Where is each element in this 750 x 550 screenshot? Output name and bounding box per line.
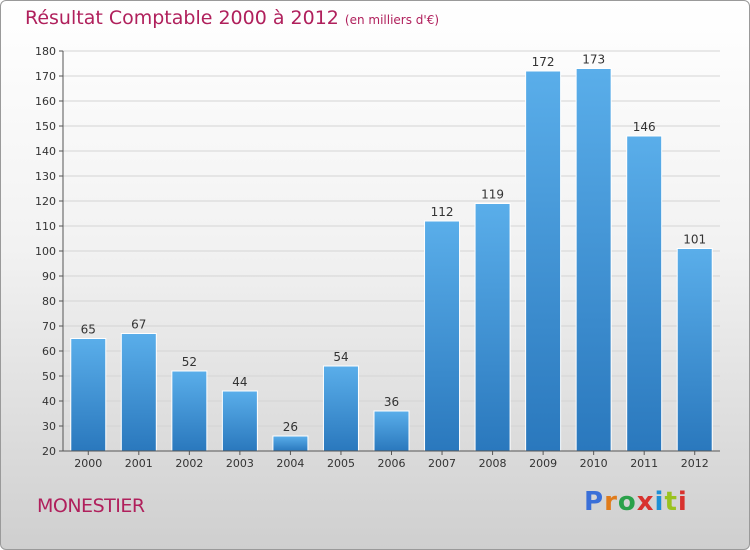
x-tick-label: 2002 (175, 457, 203, 470)
bar-value-label: 36 (384, 395, 399, 409)
bar-value-label: 54 (333, 350, 348, 364)
y-tick-label: 110 (35, 220, 56, 233)
y-tick-label: 120 (35, 195, 56, 208)
logo-letter: t (664, 487, 678, 517)
chart-title: Résultat Comptable 2000 à 2012 (en millie… (25, 7, 439, 29)
bar-value-label: 119 (481, 188, 504, 202)
bar-value-label: 67 (131, 318, 146, 332)
bar-value-label: 172 (532, 55, 555, 69)
bar-2000 (70, 338, 107, 452)
bar-value-label: 101 (683, 233, 706, 247)
y-tick-label: 150 (35, 120, 56, 133)
bar-value-label: 173 (582, 53, 605, 67)
x-tick-label: 2005 (327, 457, 355, 470)
y-tick-label: 70 (42, 320, 56, 333)
town-name: MONESTIER (37, 495, 145, 517)
bar-2002 (171, 370, 208, 452)
y-axis: 20 30 40 50 60 70 80 90 100 110 120 130 140 150 160 170… (35, 45, 64, 458)
y-tick-label: 130 (35, 170, 56, 183)
logo-letter: i (654, 487, 665, 517)
logo-letter: x (636, 487, 655, 517)
bar-2005 (322, 365, 359, 452)
x-axis: 2000 2001 2002 2003 2004 2005 2006 2007 2008 2009… (63, 450, 720, 470)
bar-2012 (676, 248, 713, 452)
x-tick-label: 2006 (378, 457, 406, 470)
proxiti-logo[interactable]: Proxiti (584, 487, 688, 517)
bar-2009 (525, 70, 562, 452)
x-tick-label: 2011 (630, 457, 658, 470)
bar-2004 (272, 435, 309, 452)
bar-2001 (120, 333, 157, 452)
x-tick-label: 2007 (428, 457, 456, 470)
y-tick-label: 60 (42, 345, 56, 358)
bar-2006 (373, 410, 410, 452)
logo-letter: o (617, 487, 637, 517)
bar-value-label: 112 (431, 205, 454, 219)
y-tick-label: 140 (35, 145, 56, 158)
bar-2008 (474, 203, 511, 452)
y-tick-label: 90 (42, 270, 56, 283)
x-tick-label: 2003 (226, 457, 254, 470)
bar-2007 (424, 220, 461, 452)
y-tick-label: 100 (35, 245, 56, 258)
bars: 65 67 52 44 26 54 36 112 119 172 173 146 101 (70, 53, 713, 452)
y-tick-label: 160 (35, 95, 56, 108)
x-tick-label: 2004 (276, 457, 304, 470)
x-tick-label: 2012 (681, 457, 709, 470)
chart-subtitle: (en milliers d'€) (344, 13, 440, 27)
bar-value-label: 65 (81, 323, 96, 337)
logo-letter: i (677, 487, 688, 517)
grid-lines (63, 50, 720, 452)
y-tick-label: 180 (35, 45, 56, 58)
bar-2003 (221, 390, 258, 452)
x-tick-label: 2001 (125, 457, 153, 470)
x-tick-label: 2000 (74, 457, 102, 470)
y-tick-label: 40 (42, 395, 56, 408)
y-tick-label: 30 (42, 420, 56, 433)
bar-value-label: 146 (633, 120, 656, 134)
bar-value-label: 44 (232, 375, 247, 389)
y-tick-label: 20 (42, 445, 56, 458)
y-tick-label: 80 (42, 295, 56, 308)
x-tick-label: 2010 (580, 457, 608, 470)
chart-title-text: Résultat Comptable 2000 à 2012 (25, 7, 339, 29)
bar-value-label: 26 (283, 420, 298, 434)
y-tick-label: 170 (35, 70, 56, 83)
x-tick-label: 2008 (479, 457, 507, 470)
x-tick-label: 2009 (529, 457, 557, 470)
bar-2010 (575, 68, 612, 452)
y-tick-label: 50 (42, 370, 56, 383)
bar-2011 (626, 135, 663, 452)
logo-letter: r (604, 487, 618, 517)
bar-value-label: 52 (182, 355, 197, 369)
logo-letter: P (584, 487, 605, 517)
